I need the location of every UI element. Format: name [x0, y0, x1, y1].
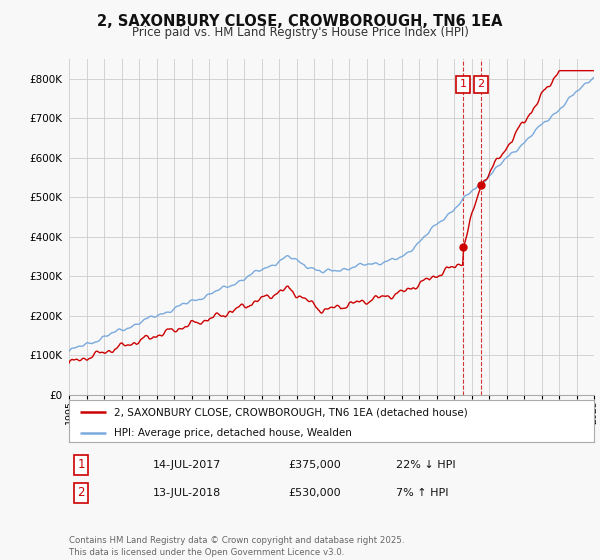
Text: Price paid vs. HM Land Registry's House Price Index (HPI): Price paid vs. HM Land Registry's House …	[131, 26, 469, 39]
Text: 1: 1	[460, 80, 467, 90]
Text: 7% ↑ HPI: 7% ↑ HPI	[396, 488, 449, 498]
Text: £375,000: £375,000	[288, 460, 341, 470]
Text: 2, SAXONBURY CLOSE, CROWBOROUGH, TN6 1EA (detached house): 2, SAXONBURY CLOSE, CROWBOROUGH, TN6 1EA…	[113, 407, 467, 417]
Text: 1: 1	[77, 458, 85, 472]
Text: 22% ↓ HPI: 22% ↓ HPI	[396, 460, 455, 470]
Text: 2: 2	[477, 80, 484, 90]
Text: 13-JUL-2018: 13-JUL-2018	[153, 488, 221, 498]
Text: 14-JUL-2017: 14-JUL-2017	[153, 460, 221, 470]
Text: £530,000: £530,000	[288, 488, 341, 498]
Text: HPI: Average price, detached house, Wealden: HPI: Average price, detached house, Weal…	[113, 428, 352, 438]
Text: 2, SAXONBURY CLOSE, CROWBOROUGH, TN6 1EA: 2, SAXONBURY CLOSE, CROWBOROUGH, TN6 1EA	[97, 14, 503, 29]
Text: 2: 2	[77, 486, 85, 500]
Text: Contains HM Land Registry data © Crown copyright and database right 2025.
This d: Contains HM Land Registry data © Crown c…	[69, 536, 404, 557]
